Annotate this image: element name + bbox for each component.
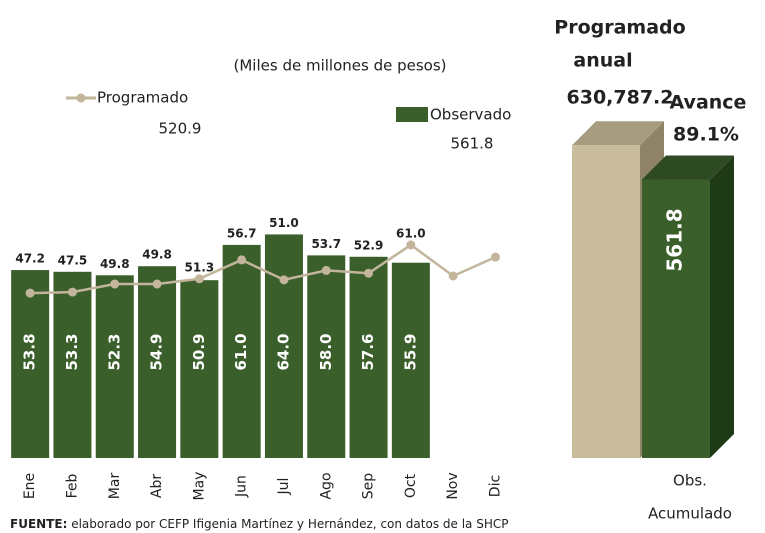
x-tick-label: Jun — [234, 475, 250, 498]
bar — [572, 145, 640, 459]
line-marker — [152, 279, 162, 289]
legend-marker — [76, 93, 86, 103]
line-marker — [448, 271, 458, 281]
x-tick-label: Ene — [22, 473, 38, 499]
x-tick-label: Nov — [445, 472, 461, 499]
line-marker — [110, 279, 120, 289]
line-label: 51.3 — [185, 260, 215, 274]
x-tick-label: Sep — [361, 473, 377, 500]
side-title: anual — [573, 50, 632, 72]
bar-top — [642, 155, 734, 180]
line-label: 56.7 — [227, 226, 257, 240]
bar — [95, 275, 134, 458]
value-label: 630,787.2 — [567, 87, 674, 109]
source: FUENTE: elaborado por CEFP Ifigenia Mart… — [10, 517, 508, 531]
bar — [391, 262, 430, 458]
bar — [11, 270, 50, 458]
line-label: 49.8 — [100, 257, 130, 271]
bar-label: 57.6 — [359, 333, 377, 370]
bar-label: 55.9 — [401, 333, 419, 370]
side-title: Programado — [554, 17, 685, 39]
subtitle: (Miles de millones de pesos) — [234, 57, 447, 75]
x-tick-label: Dic — [487, 475, 503, 497]
bar-label: 53.3 — [63, 333, 81, 370]
bar — [138, 266, 177, 458]
legend-swatch — [396, 107, 428, 122]
line-marker — [321, 265, 331, 275]
bar-label: 58.0 — [317, 333, 335, 370]
annotation: Avance — [670, 92, 747, 114]
line-marker — [194, 274, 204, 284]
x-label: Acumulado — [648, 505, 732, 523]
line-label: 51.0 — [269, 216, 299, 230]
line-marker — [490, 252, 500, 262]
bar-label: 53.8 — [21, 333, 39, 370]
source-text: elaborado por CEFP Ifigenia Martínez y H… — [71, 517, 508, 531]
line-label: 52.9 — [354, 238, 384, 252]
bar-label: 561.8 — [663, 208, 687, 271]
bar — [349, 256, 388, 458]
line-marker — [279, 275, 289, 285]
legend-label: Programado — [97, 89, 188, 107]
bar — [642, 179, 710, 458]
line — [30, 243, 496, 295]
line-label: 49.8 — [142, 248, 172, 262]
annotation-value: 89.1% — [673, 124, 739, 146]
x-tick-label: Oct — [403, 473, 419, 498]
line-label: 47.5 — [58, 253, 88, 267]
legend-label: Observado — [430, 106, 511, 124]
bar-label: 50.9 — [190, 333, 208, 370]
source-label: FUENTE: — [10, 517, 67, 531]
x-label: Obs. — [673, 472, 707, 490]
bar — [222, 244, 261, 458]
bar-top — [572, 121, 664, 146]
x-tick-label: May — [191, 472, 207, 501]
line-marker — [25, 288, 35, 298]
legend-total: 520.9 — [159, 120, 202, 138]
line-label: 47.2 — [15, 252, 45, 266]
bar-label: 52.3 — [105, 333, 123, 370]
bar — [264, 234, 303, 458]
x-tick-label: Mar — [107, 473, 123, 500]
bar-side — [710, 155, 734, 458]
bar-label: 54.9 — [148, 333, 166, 370]
line-marker — [406, 240, 416, 250]
bar-label: 64.0 — [274, 333, 292, 370]
x-tick-label: Jul — [276, 478, 292, 496]
line-marker — [364, 268, 374, 278]
legend-total: 561.8 — [451, 135, 494, 153]
bar — [53, 271, 92, 458]
bar-label: 61.0 — [232, 333, 250, 370]
line-label: 61.0 — [396, 226, 426, 240]
bar — [307, 255, 346, 458]
line-label: 53.7 — [311, 237, 341, 251]
line-marker — [67, 287, 77, 297]
bar — [180, 280, 219, 458]
line-marker — [237, 255, 247, 265]
x-tick-label: Abr — [149, 474, 165, 498]
x-tick-label: Ago — [318, 472, 334, 499]
x-tick-label: Feb — [64, 473, 80, 498]
